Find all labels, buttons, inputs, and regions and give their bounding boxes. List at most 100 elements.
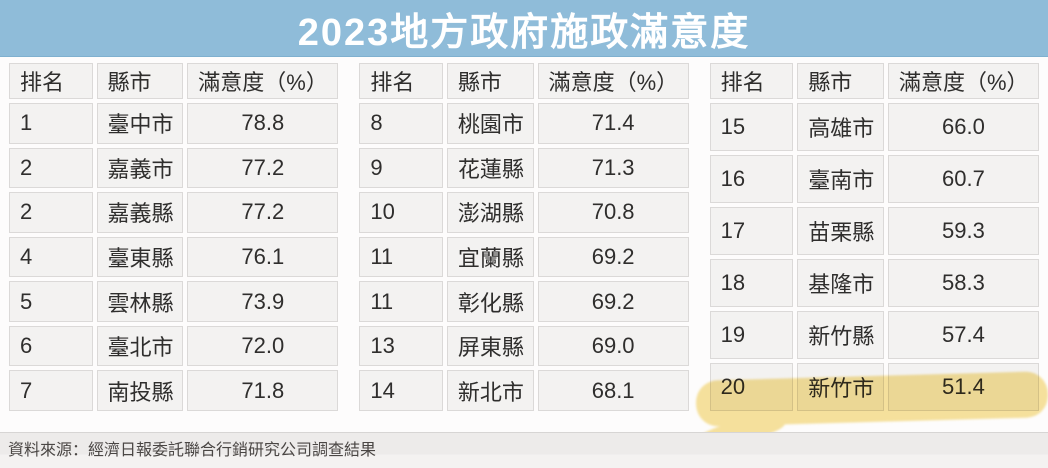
value-cell: 78.8 <box>187 103 339 144</box>
value-cell: 58.3 <box>887 259 1039 307</box>
table-row: 14 新北市 68.1 <box>359 370 689 411</box>
col-header-city: 縣市 <box>446 63 534 99</box>
value-cell: 73.9 <box>187 281 339 322</box>
rank-table-1: 排名 縣市 滿意度（%） 1 臺中市 78.8 2 嘉義市 77.2 2 <box>5 59 342 415</box>
value-cell: 60.7 <box>887 155 1039 203</box>
page-title: 2023地方政府施政滿意度 <box>297 11 751 54</box>
rank-cell: 7 <box>9 370 93 411</box>
value-cell: 70.8 <box>537 192 689 233</box>
city-cell: 屏東縣 <box>446 325 534 367</box>
city-cell: 花蓮縣 <box>446 147 534 189</box>
city-cell: 宜蘭縣 <box>446 236 534 278</box>
header-row: 排名 縣市 滿意度（%） <box>709 63 1039 99</box>
col-header-satisfaction: 滿意度（%） <box>887 63 1039 99</box>
city-cell: 新竹市 <box>797 363 884 411</box>
rank-cell: 1 <box>9 103 93 144</box>
rank-cell: 20 <box>709 363 794 411</box>
tables-area: 排名 縣市 滿意度（%） 1 臺中市 78.8 2 嘉義市 77.2 2 <box>0 57 1048 415</box>
table-row: 1 臺中市 78.8 <box>9 103 339 144</box>
rank-table-3: 排名 縣市 滿意度（%） 15 高雄市 66.0 16 臺南市 60.7 17 <box>706 59 1043 415</box>
source-note-text: 資料來源：經濟日報委託聯合行銷研究公司調查結果 <box>8 442 377 459</box>
rank-cell: 11 <box>359 281 443 322</box>
col-header-satisfaction: 滿意度（%） <box>187 63 339 99</box>
table-row: 16 臺南市 60.7 <box>709 155 1039 203</box>
value-cell: 71.3 <box>537 147 689 189</box>
city-cell: 嘉義縣 <box>96 192 184 233</box>
value-cell: 68.1 <box>537 370 689 411</box>
city-cell: 苗栗縣 <box>797 207 884 255</box>
value-cell: 71.8 <box>187 370 339 411</box>
rank-cell: 19 <box>709 311 794 359</box>
city-cell: 新竹縣 <box>797 311 884 359</box>
table-row: 11 宜蘭縣 69.2 <box>359 236 689 278</box>
table-row: 13 屏東縣 69.0 <box>359 325 689 367</box>
table-row: 2 嘉義縣 77.2 <box>9 192 339 233</box>
value-cell: 57.4 <box>887 311 1039 359</box>
value-cell: 69.2 <box>537 236 689 278</box>
header-row: 排名 縣市 滿意度（%） <box>359 63 689 99</box>
table-row: 5 雲林縣 73.9 <box>9 281 339 322</box>
city-cell: 臺北市 <box>96 325 184 367</box>
table-row: 9 花蓮縣 71.3 <box>359 147 689 189</box>
table-row: 15 高雄市 66.0 <box>709 103 1039 151</box>
city-cell: 基隆市 <box>797 259 884 307</box>
table-row: 17 苗栗縣 59.3 <box>709 207 1039 255</box>
rank-cell: 4 <box>9 236 93 278</box>
rank-cell: 9 <box>359 147 443 189</box>
rank-cell: 17 <box>709 207 794 255</box>
city-cell: 彰化縣 <box>446 281 534 322</box>
table-row: 4 臺東縣 76.1 <box>9 236 339 278</box>
table-row: 2 嘉義市 77.2 <box>9 147 339 189</box>
table-row: 6 臺北市 72.0 <box>9 325 339 367</box>
city-cell: 雲林縣 <box>96 281 184 322</box>
rank-cell: 2 <box>9 147 93 189</box>
city-cell: 臺南市 <box>797 155 884 203</box>
value-cell: 69.0 <box>537 325 689 367</box>
city-cell: 高雄市 <box>797 103 884 151</box>
table-row: 11 彰化縣 69.2 <box>359 281 689 322</box>
source-note: 資料來源：經濟日報委託聯合行銷研究公司調查結果 <box>0 432 1048 468</box>
col-header-city: 縣市 <box>797 63 884 99</box>
rank-cell: 13 <box>359 325 443 367</box>
rank-cell: 5 <box>9 281 93 322</box>
value-cell: 77.2 <box>187 192 339 233</box>
table-row: 8 桃園市 71.4 <box>359 103 689 144</box>
value-cell: 69.2 <box>537 281 689 322</box>
header-row: 排名 縣市 滿意度（%） <box>9 63 339 99</box>
table-row-highlighted: 20 新竹市 51.4 <box>709 363 1039 411</box>
city-cell: 臺中市 <box>96 103 184 144</box>
city-cell: 澎湖縣 <box>446 192 534 233</box>
value-cell: 66.0 <box>887 103 1039 151</box>
rank-cell: 10 <box>359 192 443 233</box>
city-cell: 新北市 <box>446 370 534 411</box>
value-cell: 76.1 <box>187 236 339 278</box>
rank-cell: 15 <box>709 103 794 151</box>
col-header-rank: 排名 <box>709 63 794 99</box>
value-cell: 51.4 <box>887 363 1039 411</box>
city-cell: 嘉義市 <box>96 147 184 189</box>
col-header-city: 縣市 <box>96 63 184 99</box>
rank-cell: 18 <box>709 259 794 307</box>
table-row: 10 澎湖縣 70.8 <box>359 192 689 233</box>
rank-table-2: 排名 縣市 滿意度（%） 8 桃園市 71.4 9 花蓮縣 71.3 10 <box>355 59 692 415</box>
value-cell: 59.3 <box>887 207 1039 255</box>
value-cell: 72.0 <box>187 325 339 367</box>
city-cell: 桃園市 <box>446 103 534 144</box>
rank-cell: 14 <box>359 370 443 411</box>
table-row: 7 南投縣 71.8 <box>9 370 339 411</box>
value-cell: 77.2 <box>187 147 339 189</box>
col-header-rank: 排名 <box>359 63 443 99</box>
col-header-rank: 排名 <box>9 63 93 99</box>
city-cell: 南投縣 <box>96 370 184 411</box>
table-row: 19 新竹縣 57.4 <box>709 311 1039 359</box>
rank-cell: 2 <box>9 192 93 233</box>
title-bar: 2023地方政府施政滿意度 <box>0 0 1048 57</box>
city-cell: 臺東縣 <box>96 236 184 278</box>
rank-cell: 6 <box>9 325 93 367</box>
rank-cell: 16 <box>709 155 794 203</box>
rank-cell: 8 <box>359 103 443 144</box>
col-header-satisfaction: 滿意度（%） <box>537 63 689 99</box>
table-row: 18 基隆市 58.3 <box>709 259 1039 307</box>
value-cell: 71.4 <box>537 103 689 144</box>
